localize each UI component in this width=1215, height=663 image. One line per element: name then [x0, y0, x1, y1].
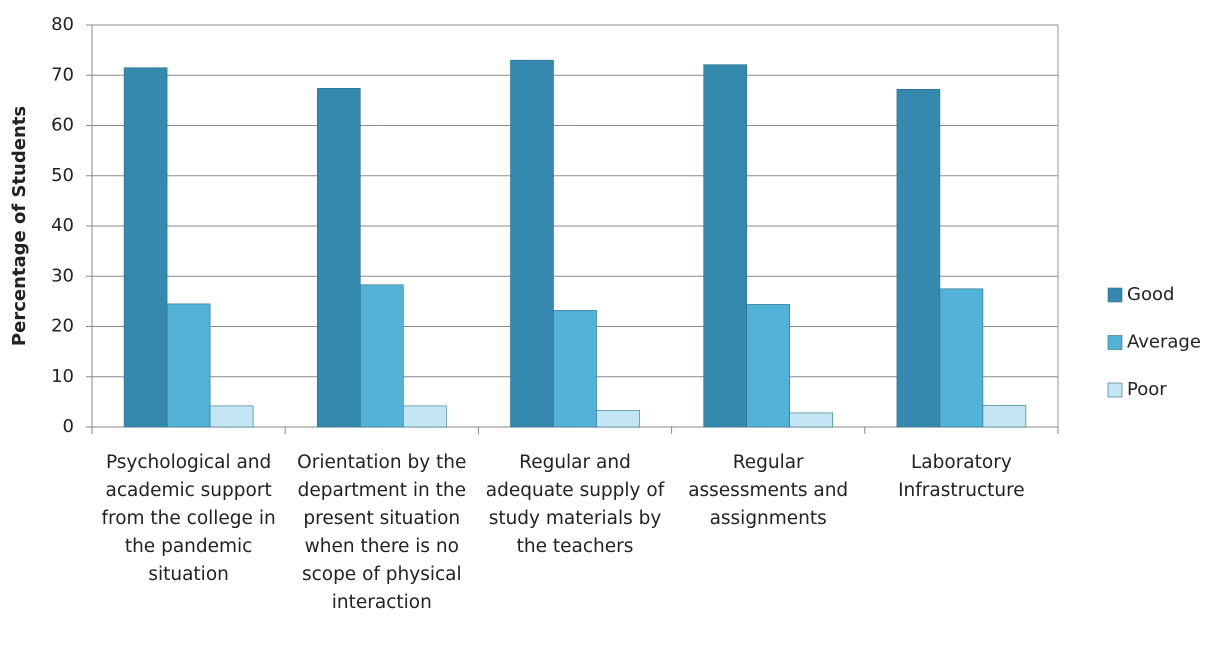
legend-swatch	[1107, 287, 1123, 303]
bar	[510, 59, 554, 428]
bar	[982, 405, 1027, 428]
y-tick-label: 0	[63, 416, 74, 437]
bar	[402, 405, 447, 428]
x-tick-label: Laboratory Infrastructure	[898, 452, 1025, 501]
bar	[939, 288, 984, 428]
y-tick-label: 30	[51, 265, 74, 286]
bar	[359, 284, 404, 428]
legend-swatch	[1107, 382, 1123, 398]
bar	[166, 303, 211, 428]
bar	[209, 405, 254, 428]
x-tick-label: Regular assessments and assignments	[688, 452, 849, 529]
y-tick-label: 70	[51, 64, 74, 85]
bar	[596, 410, 640, 428]
bar	[553, 310, 597, 428]
y-tick-label: 10	[51, 366, 74, 387]
y-tick-label: 20	[51, 316, 74, 337]
bar	[703, 64, 748, 428]
bar	[123, 67, 168, 428]
y-tick-label: 60	[51, 115, 74, 136]
legend-label: Average	[1127, 332, 1201, 353]
legend-swatch	[1107, 335, 1123, 350]
bar	[316, 88, 361, 428]
y-axis-title: Percentage of Students	[9, 106, 30, 346]
legend-label: Poor	[1127, 379, 1167, 400]
bar	[789, 412, 834, 428]
y-tick-label: 40	[51, 215, 74, 236]
legend-label: Good	[1127, 284, 1174, 305]
y-tick-label: 80	[51, 14, 74, 35]
y-tick-label: 50	[51, 165, 74, 186]
x-tick-label: Psychological and academic support from …	[101, 452, 276, 585]
bar	[746, 304, 791, 428]
x-tick-label: Regular and adequate supply of study mat…	[485, 452, 665, 557]
bar	[896, 89, 941, 428]
x-tick-label: Orientation by the department in the pre…	[297, 452, 467, 613]
